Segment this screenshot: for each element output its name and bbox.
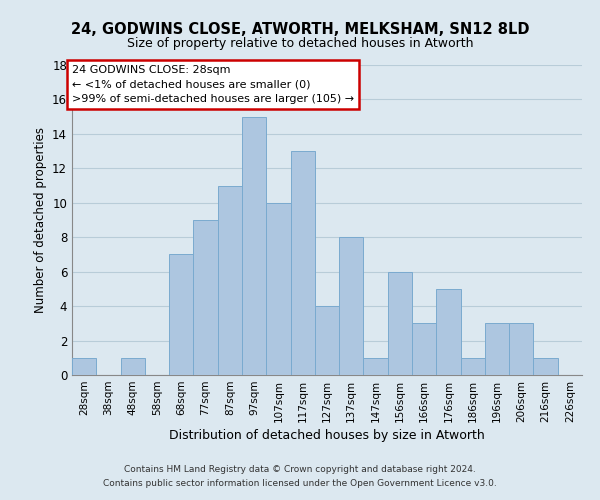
Text: Contains HM Land Registry data © Crown copyright and database right 2024.
Contai: Contains HM Land Registry data © Crown c… xyxy=(103,466,497,487)
Bar xyxy=(388,272,412,375)
X-axis label: Distribution of detached houses by size in Atworth: Distribution of detached houses by size … xyxy=(169,429,485,442)
Y-axis label: Number of detached properties: Number of detached properties xyxy=(34,127,47,313)
Bar xyxy=(169,254,193,375)
Bar xyxy=(412,324,436,375)
Bar xyxy=(242,116,266,375)
Bar xyxy=(533,358,558,375)
Bar xyxy=(193,220,218,375)
Bar xyxy=(290,151,315,375)
Bar xyxy=(121,358,145,375)
Bar xyxy=(72,358,96,375)
Text: Size of property relative to detached houses in Atworth: Size of property relative to detached ho… xyxy=(127,38,473,51)
Bar xyxy=(339,237,364,375)
Bar xyxy=(364,358,388,375)
Bar xyxy=(436,289,461,375)
Bar xyxy=(485,324,509,375)
Text: 24 GODWINS CLOSE: 28sqm
← <1% of detached houses are smaller (0)
>99% of semi-de: 24 GODWINS CLOSE: 28sqm ← <1% of detache… xyxy=(72,65,354,104)
Bar xyxy=(266,203,290,375)
Bar xyxy=(218,186,242,375)
Bar xyxy=(315,306,339,375)
Bar xyxy=(509,324,533,375)
Bar xyxy=(461,358,485,375)
Text: 24, GODWINS CLOSE, ATWORTH, MELKSHAM, SN12 8LD: 24, GODWINS CLOSE, ATWORTH, MELKSHAM, SN… xyxy=(71,22,529,38)
